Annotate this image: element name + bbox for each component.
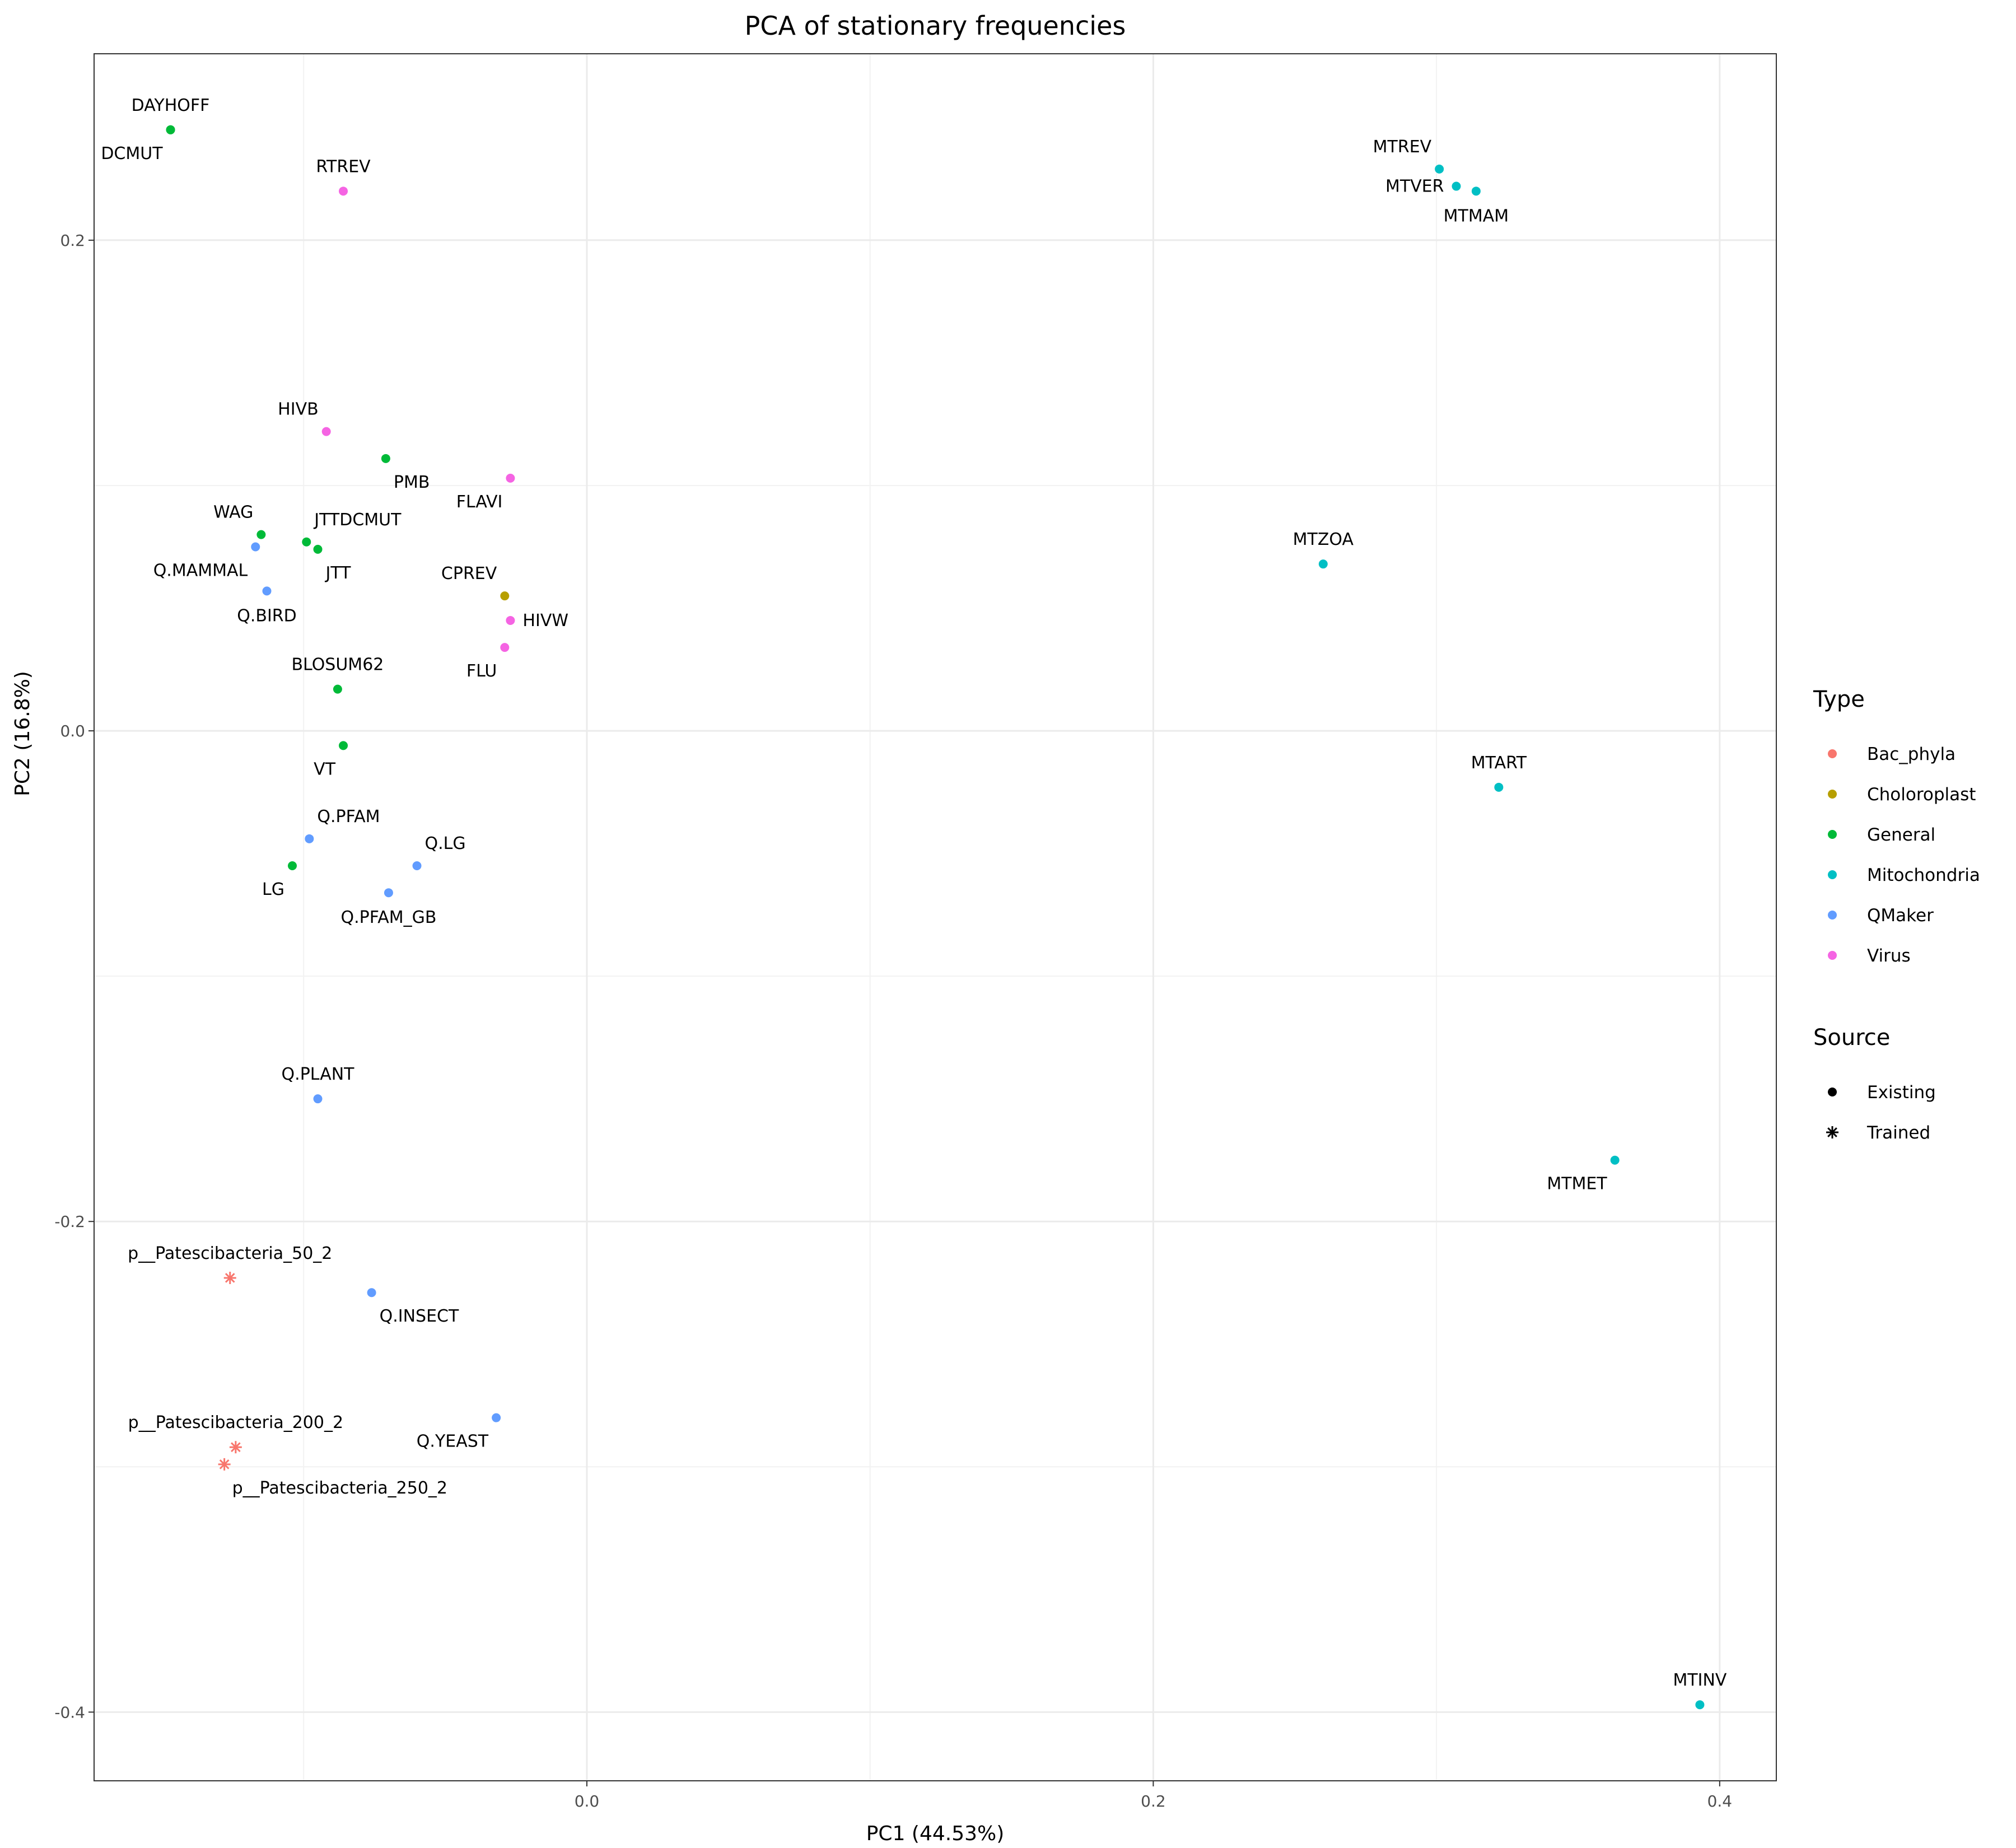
point-label-p-patescibacteria-200-2: p__Patescibacteria_200_2 [128,1413,343,1432]
y-tick-label: 0.0 [60,722,85,740]
point-label-mtrev: MTREV [1373,137,1432,157]
point-label-jtt: JTT [325,563,352,583]
point-q-mammal [251,542,260,552]
point-label-hivb: HIVB [278,400,319,419]
legend-label-general: General [1867,825,1935,845]
point-label-flu: FLU [466,661,497,681]
point-label-q-mammal: Q.MAMMAL [153,561,248,581]
point-jttdcmut [302,537,311,547]
point-wag [256,530,266,539]
point-blosum62 [333,684,342,694]
legend-title-source: Source [1813,1025,1890,1051]
legend-label-existing: Existing [1867,1082,1936,1103]
point-label-mtart: MTART [1471,753,1527,773]
point-hivw [506,615,515,625]
legend-label-choloroplast: Choloroplast [1867,785,1976,805]
point-p-patescibacteria-50-2 [223,1271,236,1284]
point-label-mtinv: MTINV [1673,1670,1726,1690]
point-q-yeast [492,1413,501,1422]
point-label-wag: WAG [213,503,253,522]
point-label-q-insect: Q.INSECT [380,1306,459,1326]
legend-swatch-existing [1828,1088,1837,1096]
point-p-patescibacteria-200-2 [229,1441,242,1454]
point-q-plant [313,1094,323,1104]
point-label-mtmet: MTMET [1547,1174,1607,1194]
point-label-q-lg: Q.LG [425,834,466,853]
point-label-p-patescibacteria-50-2: p__Patescibacteria_50_2 [128,1244,332,1263]
point-q-pfam [305,834,314,843]
point-flavi [506,473,515,483]
legend-swatch-trained [1826,1126,1838,1138]
point-q-insect [367,1288,376,1298]
point-cprev [500,591,510,601]
legend-label-bac-phyla: Bac_phyla [1867,744,1956,764]
x-tick-label: 0.0 [575,1792,600,1810]
point-label-q-yeast: Q.YEAST [417,1432,489,1452]
chart-title: PCA of stationary frequencies [745,11,1126,41]
point-q-lg [412,861,422,871]
point-label-q-pfam: Q.PFAM [317,807,380,827]
x-tick-label: 0.4 [1707,1792,1733,1810]
point-lg [288,861,297,871]
legend-swatch-bac-phyla [1828,749,1837,758]
point-vt [339,741,348,750]
legend-label-qmaker: QMaker [1867,906,1934,926]
y-tick-label: 0.2 [60,231,85,250]
legend-label-mitochondria: Mitochondria [1867,865,1980,885]
point-label-p-patescibacteria-250-2: p__Patescibacteria_250_2 [232,1478,447,1498]
legend: Type Bac_phyla Choloroplast General Mitochon… [1813,687,1980,1143]
y-tick-label: -0.2 [54,1212,85,1231]
point-label-lg: LG [262,880,284,899]
point-mtzoa [1318,559,1328,569]
legend-title-type: Type [1813,687,1865,712]
point-label-pmb: PMB [394,473,430,492]
legend-swatch-general [1828,830,1837,839]
point-label-cprev: CPREV [441,564,497,584]
legend-label-trained: Trained [1866,1123,1930,1143]
x-axis-title: PC1 (44.53%) [866,1822,1005,1845]
plot-panel [94,54,1776,1781]
point-p-patescibacteria-250-2 [218,1458,231,1471]
point-mtver [1452,181,1461,191]
legend-swatch-choloroplast [1828,790,1837,799]
point-q-bird [262,586,272,596]
legend-label-virus: Virus [1867,946,1911,966]
point-q-pfam-gb [384,888,393,898]
point-label-blosum62: BLOSUM62 [291,655,384,675]
point-jtt [313,544,323,554]
point-label-dayhoff: DAYHOFF [132,96,210,115]
point-mtart [1494,782,1504,792]
legend-swatch-qmaker [1828,911,1837,920]
point-dcmut [166,125,175,134]
point-mtinv [1695,1700,1705,1710]
point-label-mtver: MTVER [1385,177,1444,197]
y-axis-title: PC2 (16.8%) [11,671,34,796]
point-label-jttdcmut: JTTDCMUT [313,510,402,530]
legend-swatch-mitochondria [1828,870,1837,879]
point-label-mtzoa: MTZOA [1293,530,1354,549]
point-rtrev [339,186,348,196]
legend-swatch-virus [1828,951,1837,960]
point-mtmam [1471,186,1481,196]
plot-border [94,53,1777,1781]
point-label-q-bird: Q.BIRD [237,606,297,626]
point-hivb [321,427,331,436]
point-label-vt: VT [314,759,336,779]
point-pmb [381,454,390,463]
point-label-q-pfam-gb: Q.PFAM_GB [340,908,436,927]
point-label-hivw: HIVW [522,611,568,631]
point-label-mtmam: MTMAM [1444,206,1509,226]
point-label-dcmut: DCMUT [101,144,163,164]
point-label-flavi: FLAVI [456,492,503,512]
y-tick-label: -0.4 [54,1703,85,1721]
x-tick-label: 0.2 [1141,1792,1166,1810]
point-mtmet [1610,1155,1620,1165]
point-mtrev [1435,164,1444,174]
point-label-rtrev: RTREV [316,157,371,176]
point-label-q-plant: Q.PLANT [282,1065,355,1084]
point-flu [500,643,510,652]
plot-area: 0.0 0.2 0.4 0.2 0.0 -0.2 -0.4 DAYHOFF DCMUT RTREV… [54,53,1777,1810]
